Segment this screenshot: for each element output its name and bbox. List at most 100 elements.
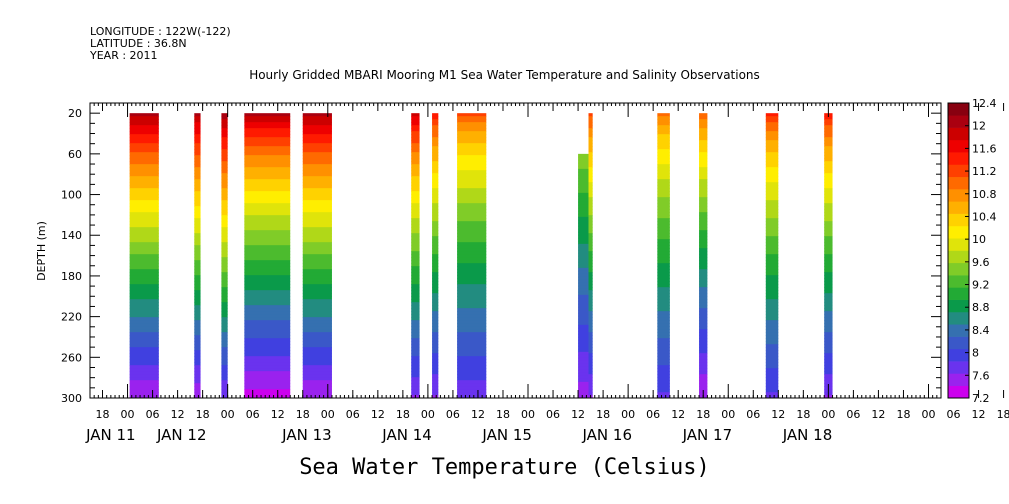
temperature-cell: [699, 338, 708, 342]
x-date-label: JAN 18: [782, 426, 833, 444]
temperature-cell: [824, 146, 833, 150]
temperature-cell: [194, 272, 201, 276]
temperature-cell: [578, 375, 589, 380]
temperature-cell: [411, 164, 420, 168]
temperature-cell: [302, 284, 332, 288]
temperature-cell: [699, 140, 708, 144]
temperature-cell: [765, 302, 779, 306]
temperature-cell: [129, 323, 159, 327]
temperature-cell: [221, 296, 228, 300]
temperature-cell: [221, 299, 228, 303]
temperature-cell: [302, 320, 332, 324]
temperature-cell: [457, 149, 487, 153]
temperature-cell: [588, 305, 593, 309]
temperature-cell: [765, 263, 779, 267]
temperature-cell: [432, 281, 439, 285]
temperature-cell: [699, 374, 708, 378]
temperature-cell: [411, 386, 420, 390]
temperature-cell: [588, 125, 593, 129]
temperature-cell: [824, 275, 833, 279]
temperature-cell: [588, 236, 593, 240]
longitude-label: LONGITUDE : 122W(-122): [90, 25, 231, 38]
temperature-cell: [302, 392, 332, 396]
temperature-cell: [824, 296, 833, 300]
temperature-cell: [457, 212, 487, 216]
temperature-cell: [411, 371, 420, 375]
temperature-cell: [244, 290, 291, 294]
temperature-cell: [432, 230, 439, 234]
temperature-cell: [129, 389, 159, 393]
temperature-cell: [302, 215, 332, 219]
x-hour-tick-label: 18: [997, 408, 1009, 421]
temperature-cell: [699, 347, 708, 351]
temperature-cell: [432, 227, 439, 231]
temperature-cell: [411, 143, 420, 147]
temperature-cell: [411, 266, 420, 270]
temperature-cell: [411, 296, 420, 300]
temperature-cell: [411, 146, 420, 150]
temperature-cell: [588, 281, 593, 285]
temperature-cell: [221, 353, 228, 357]
temperature-cell: [244, 212, 291, 216]
temperature-cell: [699, 326, 708, 330]
temperature-cell: [221, 167, 228, 171]
temperature-cell: [411, 128, 420, 132]
temperature-cell: [578, 246, 589, 251]
temperature-cell: [221, 203, 228, 207]
temperature-cell: [824, 251, 833, 255]
temperature-cell: [302, 221, 332, 225]
temperature-cell: [657, 269, 670, 273]
temperature-cell: [221, 233, 228, 237]
temperature-cell: [432, 275, 439, 279]
temperature-cell: [657, 164, 670, 168]
temperature-cell: [578, 225, 589, 230]
temperature-cell: [221, 329, 228, 333]
temperature-cell: [578, 171, 589, 176]
temperature-cell: [221, 386, 228, 390]
temperature-cell: [765, 221, 779, 225]
temperature-cell: [221, 293, 228, 297]
temperature-cell: [411, 353, 420, 357]
temperature-cell: [244, 335, 291, 339]
temperature-cell: [765, 206, 779, 210]
temperature-cell: [457, 395, 487, 399]
temperature-cell: [221, 281, 228, 285]
temperature-cell: [244, 221, 291, 225]
temperature-cell: [824, 200, 833, 204]
temperature-cell: [457, 254, 487, 258]
temperature-cell: [221, 266, 228, 270]
temperature-cell: [765, 176, 779, 180]
temperature-cell: [194, 233, 201, 237]
temperature-cell: [244, 350, 291, 354]
temperature-cell: [244, 131, 291, 135]
temperature-cell: [244, 323, 291, 327]
temperature-cell: [302, 212, 332, 216]
temperature-cell: [657, 362, 670, 366]
temperature-cell: [221, 248, 228, 252]
chart-title: Hourly Gridded MBARI Mooring M1 Sea Wate…: [249, 68, 760, 82]
temperature-cell: [129, 176, 159, 180]
temperature-cell: [657, 281, 670, 285]
temperature-cell: [194, 224, 201, 228]
temperature-cell: [194, 185, 201, 189]
temperature-cell: [457, 245, 487, 249]
temperature-cell: [588, 326, 593, 330]
temperature-cell: [432, 344, 439, 348]
x-hour-tick-label: 18: [96, 408, 110, 421]
temperature-cell: [221, 374, 228, 378]
temperature-cell: [244, 266, 291, 270]
temperature-cell: [302, 239, 332, 243]
temperature-cell: [244, 188, 291, 192]
temperature-cell: [244, 251, 291, 255]
temperature-cell: [129, 374, 159, 378]
temperature-cell: [824, 359, 833, 363]
temperature-cell: [824, 305, 833, 309]
temperature-cell: [824, 344, 833, 348]
temperature-cell: [302, 122, 332, 126]
x-hour-tick-label: 06: [947, 408, 961, 421]
temperature-cell: [411, 317, 420, 321]
plot-frame: [89, 102, 942, 399]
temperature-cell: [129, 380, 159, 384]
temperature-cell: [657, 224, 670, 228]
temperature-cell: [411, 314, 420, 318]
